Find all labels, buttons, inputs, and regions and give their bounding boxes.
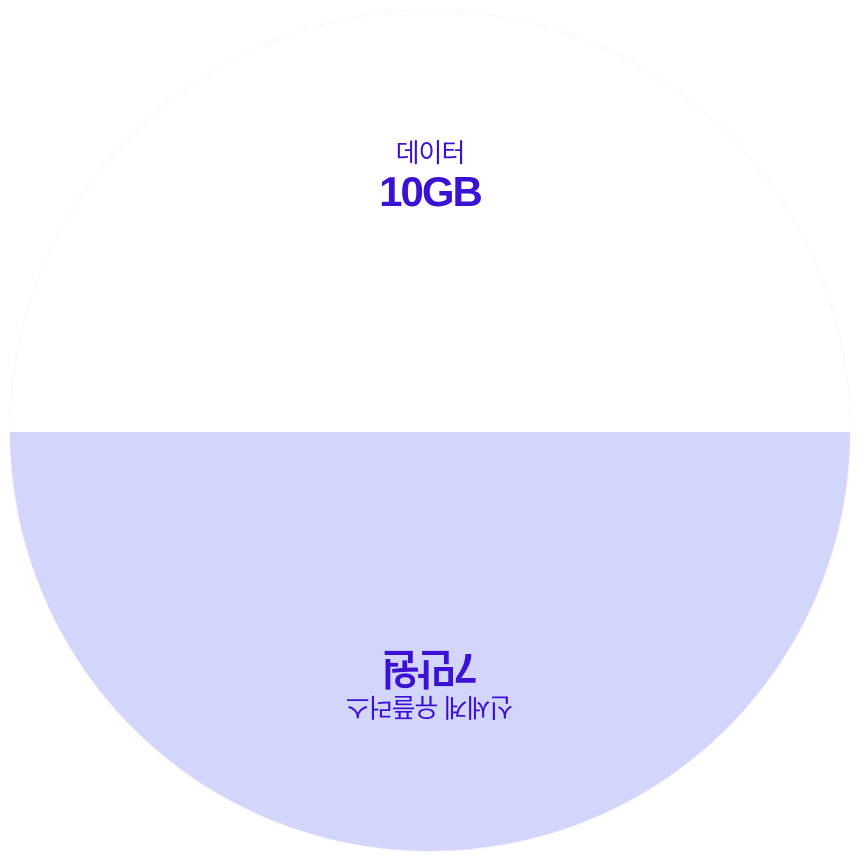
segment-top-value: 10GB xyxy=(379,168,483,215)
segment-bottom-info: 신세계 유플러스 7만원 xyxy=(10,645,850,723)
wheel-segment-top xyxy=(10,11,850,432)
segment-bottom-value: 7만원 xyxy=(382,645,478,692)
wheel-segment-bottom xyxy=(10,432,850,851)
segment-top-label: 데이터 xyxy=(395,138,466,168)
segment-top-info: 데이터 10GB xyxy=(10,137,850,215)
segment-bottom-label: 신세계 유플러스 xyxy=(346,692,514,722)
prize-wheel[interactable]: 데이터 10GB 신세계 유플러스 7만원 xyxy=(10,11,850,851)
